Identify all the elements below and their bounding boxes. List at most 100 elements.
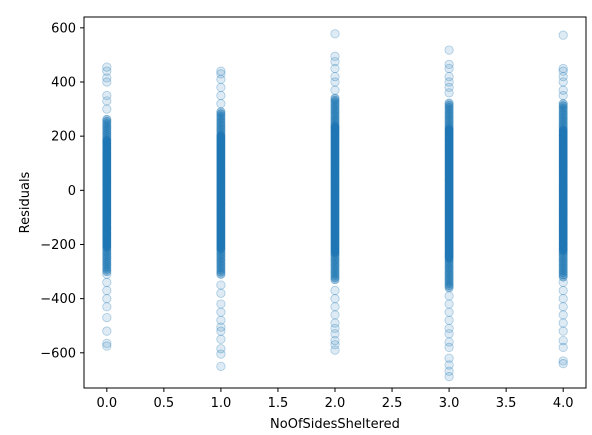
data-point — [330, 51, 340, 61]
y-tick-label: 600 — [51, 21, 76, 36]
x-tick-label: 0.0 — [96, 396, 117, 411]
data-point — [558, 66, 568, 76]
data-point-dense — [558, 99, 568, 109]
data-point — [216, 288, 226, 298]
data-point — [444, 307, 454, 317]
x-tick-label: 0.5 — [154, 396, 175, 411]
y-axis-ticks: −600 −400 −200 0 200 400 600 — [40, 21, 84, 361]
data-point — [444, 342, 454, 352]
data-point — [558, 294, 568, 304]
data-point — [330, 85, 340, 95]
data-point — [330, 29, 340, 39]
x-tick-label: 2.0 — [325, 396, 346, 411]
data-point-dense — [102, 117, 112, 127]
data-point — [558, 336, 568, 346]
data-point — [444, 71, 454, 82]
data-point-dense — [102, 114, 112, 124]
data-point — [102, 326, 112, 336]
y-tick-label: 400 — [51, 75, 76, 90]
data-point — [216, 315, 226, 325]
data-point — [558, 90, 568, 101]
data-point-dense — [444, 124, 454, 133]
x-tick-label: 3.5 — [496, 396, 517, 411]
data-point — [330, 323, 340, 334]
data-point — [558, 71, 568, 82]
data-point — [216, 349, 226, 359]
data-point — [330, 294, 340, 304]
data-point-dense — [330, 121, 340, 131]
data-point — [216, 69, 226, 79]
data-point — [444, 88, 454, 98]
y-tick-label: 200 — [51, 130, 76, 145]
data-point — [102, 62, 112, 72]
data-point — [102, 312, 112, 323]
scatter-points — [102, 29, 568, 382]
data-point — [444, 315, 454, 325]
data-point — [102, 77, 112, 87]
data-point — [330, 340, 340, 350]
y-axis-label: Residuals — [18, 171, 33, 233]
data-point — [558, 326, 568, 336]
data-point — [444, 45, 454, 55]
x-tick-label: 4.0 — [553, 396, 574, 411]
data-point — [330, 77, 340, 87]
data-point — [558, 342, 568, 352]
data-point-dense — [558, 101, 568, 111]
data-point — [444, 372, 454, 382]
data-point-dense — [216, 131, 226, 140]
data-point-dense — [444, 98, 454, 108]
data-point — [102, 90, 112, 101]
data-point — [102, 285, 112, 296]
data-point — [330, 57, 340, 67]
data-point — [330, 329, 340, 339]
data-point — [330, 336, 340, 346]
data-point — [216, 82, 226, 93]
data-point — [330, 285, 340, 296]
data-point — [558, 356, 568, 366]
data-point — [558, 285, 568, 296]
data-point — [558, 302, 568, 312]
data-point-dense — [330, 93, 340, 103]
x-tick-label: 3.0 — [439, 396, 460, 411]
data-point — [102, 96, 112, 106]
x-axis-label: NoOfSidesSheltered — [270, 417, 400, 432]
data-point — [330, 302, 340, 312]
data-point — [558, 85, 568, 95]
data-point — [444, 59, 454, 69]
data-point — [102, 73, 112, 83]
x-tick-label: 1.0 — [211, 396, 232, 411]
data-point — [330, 63, 340, 74]
data-point — [330, 318, 340, 328]
data-point — [102, 277, 112, 287]
data-point — [102, 338, 112, 348]
x-tick-label: 2.5 — [382, 396, 403, 411]
data-point — [216, 280, 226, 290]
data-point — [444, 291, 454, 301]
data-point — [216, 326, 226, 336]
data-point — [216, 299, 226, 309]
data-point — [558, 310, 568, 320]
data-point — [216, 99, 226, 109]
data-point — [102, 104, 112, 114]
data-point — [102, 66, 112, 76]
data-point — [444, 366, 454, 376]
data-point — [558, 77, 568, 87]
data-point-dense — [330, 95, 340, 105]
data-point — [444, 337, 454, 347]
data-point — [558, 318, 568, 328]
data-point — [216, 344, 226, 354]
data-point-dense — [216, 109, 226, 119]
data-point — [558, 277, 568, 287]
data-point — [102, 302, 112, 312]
data-point — [444, 329, 454, 339]
data-point-dense — [558, 125, 568, 134]
data-point-dense — [444, 100, 454, 110]
data-point — [444, 353, 454, 363]
data-point — [558, 359, 568, 369]
data-point — [330, 71, 340, 82]
y-tick-label: −600 — [40, 346, 76, 361]
data-point — [330, 345, 340, 355]
data-point — [558, 30, 568, 40]
